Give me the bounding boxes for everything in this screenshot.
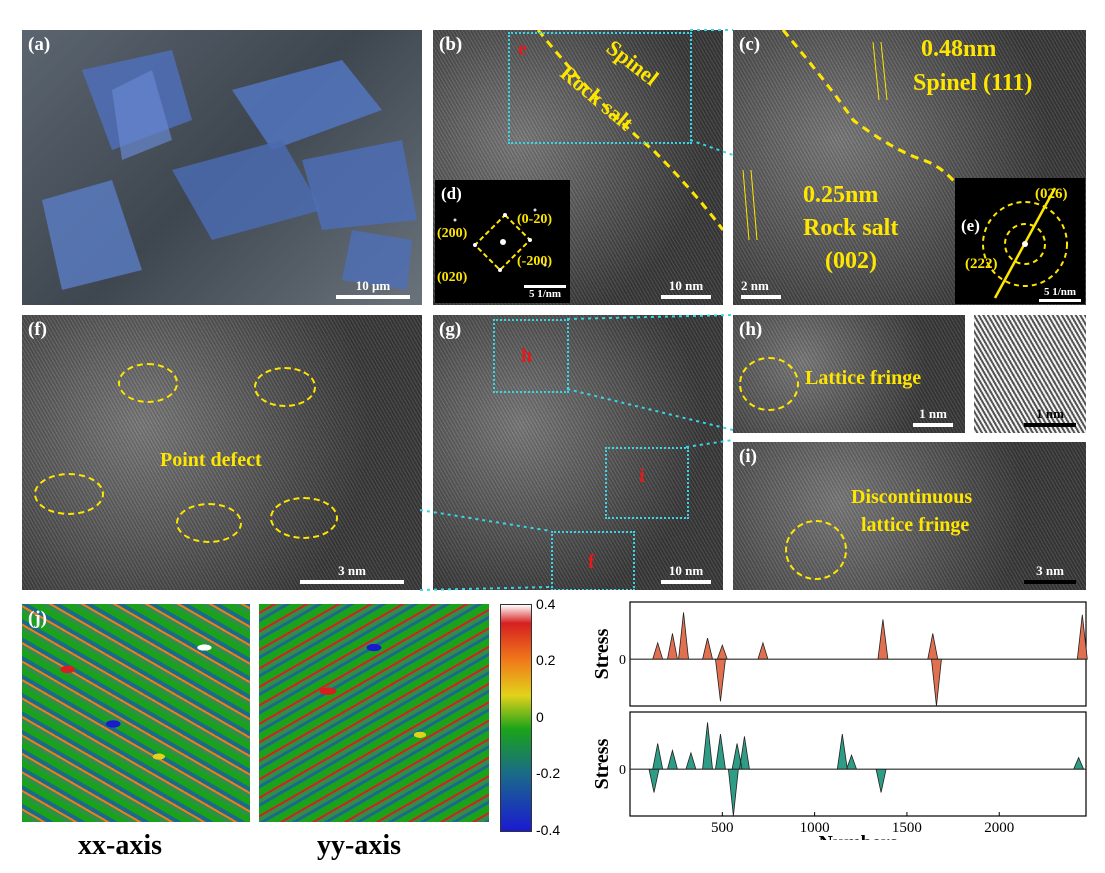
colorbar-tick: -0.4: [536, 822, 561, 838]
xx-axis-label: xx-axis: [78, 830, 162, 861]
scale-bar: 10 μm: [336, 278, 410, 299]
spacing-label: 0.48nm: [921, 36, 997, 62]
colorbar-tick: 0.2: [536, 652, 556, 668]
panel-label: (f): [28, 319, 47, 340]
defect-ellipse: [176, 503, 242, 543]
strain-map-yy: [259, 604, 489, 822]
region-label-f: f: [588, 551, 595, 573]
region-label-i: i: [639, 465, 645, 487]
plot-frame: [629, 711, 1087, 817]
region-box-h: [493, 319, 569, 393]
region-label-e: e: [518, 38, 527, 60]
panel-a-sem: (a) 10 μm: [22, 30, 422, 305]
diffraction-pattern: [453, 208, 547, 272]
x-tick-label: 500: [711, 820, 734, 836]
colorbar-tick: 0: [536, 709, 544, 725]
y-axis-label: Stress: [591, 738, 613, 789]
panel-label: (h): [739, 319, 763, 340]
panel-h-fft-filtered: 1 nm: [974, 315, 1086, 433]
panel-label: (e): [961, 216, 980, 235]
scale-bar: 3 nm: [300, 563, 404, 584]
scale-bar: 3 nm: [1024, 563, 1076, 584]
colorbar-tick: -0.2: [536, 765, 561, 781]
x-tick-label: 1500: [892, 820, 922, 836]
panel-d-diffraction: (d) (200) (0-20) (020) (-200) 5 1/nm: [435, 180, 570, 303]
panel-i-hrtem: Discontinuous lattice fringe (i) 3 nm: [733, 442, 1086, 590]
plane-label: Rock salt: [803, 215, 899, 241]
panel-c-hrtem: (c) 0.48nm Spinel (111) 0.25nm Rock salt…: [733, 30, 1086, 305]
panel-label: (b): [439, 34, 463, 55]
region-box-i: [605, 447, 689, 519]
panel-g-tem: h i f (g) 10 nm: [433, 315, 723, 590]
panel-h-hrtem: Lattice fringe (h) 1 nm: [733, 315, 965, 433]
panel-label: (j): [28, 608, 47, 629]
scale-bar: 5 1/nm: [1039, 286, 1081, 302]
panel-label: (c): [739, 34, 761, 55]
diffraction-pattern: [982, 187, 1068, 299]
spot-label: (200): [437, 226, 468, 241]
defect-ellipse: [254, 367, 316, 407]
spot-label: (0-20): [517, 212, 552, 227]
fringe-ellipse: [785, 520, 847, 580]
scale-bar: 10 nm: [661, 278, 711, 299]
fringe-ellipse: [739, 357, 799, 411]
region-box-f: [551, 531, 635, 590]
scale-bar: 5 1/nm: [524, 284, 566, 300]
colorbar: [500, 604, 532, 832]
annotation: Lattice fringe: [805, 367, 922, 389]
defect-ellipse: [270, 497, 338, 539]
interface-line: [742, 30, 995, 261]
panel-label: (d): [441, 184, 462, 203]
annotation: Discontinuous: [851, 486, 973, 508]
stress-chart: 0 Stress 0 Stress 500 1000 1500 2000 Numbers: [591, 601, 1088, 840]
spot-label: (222): [965, 256, 998, 272]
plane-label: Spinel (111): [913, 70, 1033, 96]
defect-ellipse: [118, 363, 178, 403]
spacing-label: 0.25nm: [803, 182, 879, 208]
defect-ellipse: [34, 473, 104, 515]
plane-label: (002): [825, 248, 877, 274]
scale-bar: 10 nm: [661, 563, 711, 584]
annotation: lattice fringe: [861, 514, 970, 536]
panel-f-hrtem: Point defect (f) 3 nm: [22, 315, 422, 590]
panel-label: (i): [739, 446, 757, 467]
spot-label: (020): [437, 270, 468, 285]
panel-label: (a): [28, 34, 51, 55]
y-axis-label: Stress: [591, 628, 613, 679]
region-box-e: [508, 32, 692, 144]
interface-line: [536, 30, 723, 231]
spot-label: (-200): [517, 254, 552, 269]
x-tick-label: 1000: [800, 820, 830, 836]
panel-b-tem: e Spinel Rock salt (b) 10 nm (d) (200) (…: [433, 30, 723, 305]
plot-frame: [629, 601, 1087, 707]
panel-e-diffraction: (e) (026) (222) 5 1/nm: [955, 178, 1085, 304]
scale-bar: 1 nm: [913, 406, 953, 427]
sem-flakes: [42, 50, 417, 290]
strain-map-xx: (j): [22, 604, 250, 822]
zero-tick-label: 0: [619, 653, 626, 668]
x-axis-label: Numbers: [819, 832, 898, 840]
annotation: Point defect: [160, 449, 262, 471]
scale-bar: 2 nm: [741, 278, 781, 299]
colorbar-ticks: 0.4 0.2 0 -0.2 -0.4: [536, 596, 576, 838]
x-tick-label: 2000: [984, 820, 1014, 836]
yy-axis-label: yy-axis: [317, 830, 401, 861]
zero-tick-label: 0: [619, 763, 626, 778]
spot-label: (026): [1035, 186, 1068, 202]
scale-bar: 1 nm: [1024, 406, 1076, 427]
panel-label: (g): [439, 319, 462, 340]
colorbar-tick: 0.4: [536, 596, 556, 612]
region-label-h: h: [521, 345, 533, 367]
